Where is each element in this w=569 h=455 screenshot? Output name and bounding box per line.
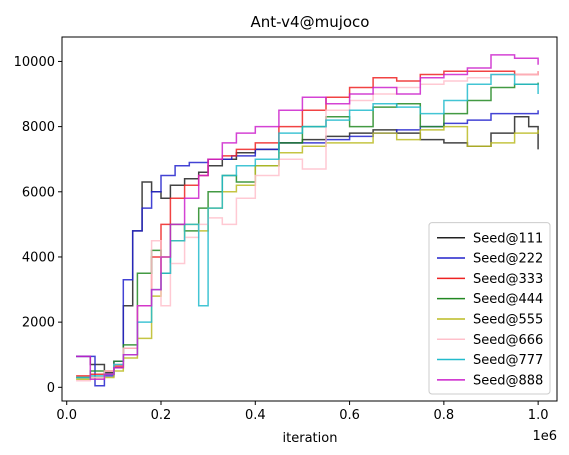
x-tick-label: 0.8 (434, 408, 455, 423)
y-tick-label: 2000 (22, 316, 55, 331)
x-offset-label: 1e6 (532, 429, 557, 444)
x-tick-label: 0.0 (56, 408, 77, 423)
chart-title: Ant-v4@mujoco (251, 13, 370, 31)
legend-label: Seed@333 (473, 272, 543, 287)
x-tick-label: 0.6 (339, 408, 360, 423)
legend-label: Seed@111 (473, 231, 543, 246)
x-tick-label: 1.0 (528, 408, 549, 423)
series-line-6 (76, 71, 539, 382)
y-tick-label: 6000 (22, 185, 55, 200)
series-line-8 (76, 54, 539, 380)
y-tick-label: 0 (47, 381, 55, 396)
legend-label: Seed@555 (473, 312, 543, 327)
legend-label: Seed@888 (473, 373, 543, 388)
legend-label: Seed@777 (473, 353, 543, 368)
y-tick-label: 8000 (22, 120, 55, 135)
x-tick-label: 0.2 (151, 408, 172, 423)
legend-box (428, 222, 551, 395)
legend: Seed@111 Seed@222 Seed@333 Seed@444 Seed@555… (428, 222, 551, 395)
y-axis: 0 2000 4000 6000 8000 10000 (14, 55, 62, 396)
legend-label: Seed@222 (473, 252, 543, 267)
x-axis-label: iteration (283, 431, 338, 446)
y-tick-label: 10000 (14, 55, 55, 70)
legend-label: Seed@666 (473, 333, 543, 348)
y-tick-label: 4000 (22, 250, 55, 265)
x-axis: 0.0 0.2 0.4 0.6 0.8 1.0 (56, 401, 548, 423)
series-line-4 (76, 82, 539, 379)
plot-frame (61, 36, 558, 402)
x-tick-label: 0.4 (245, 408, 266, 423)
series-layer (76, 54, 539, 387)
legend-label: Seed@444 (473, 292, 543, 307)
